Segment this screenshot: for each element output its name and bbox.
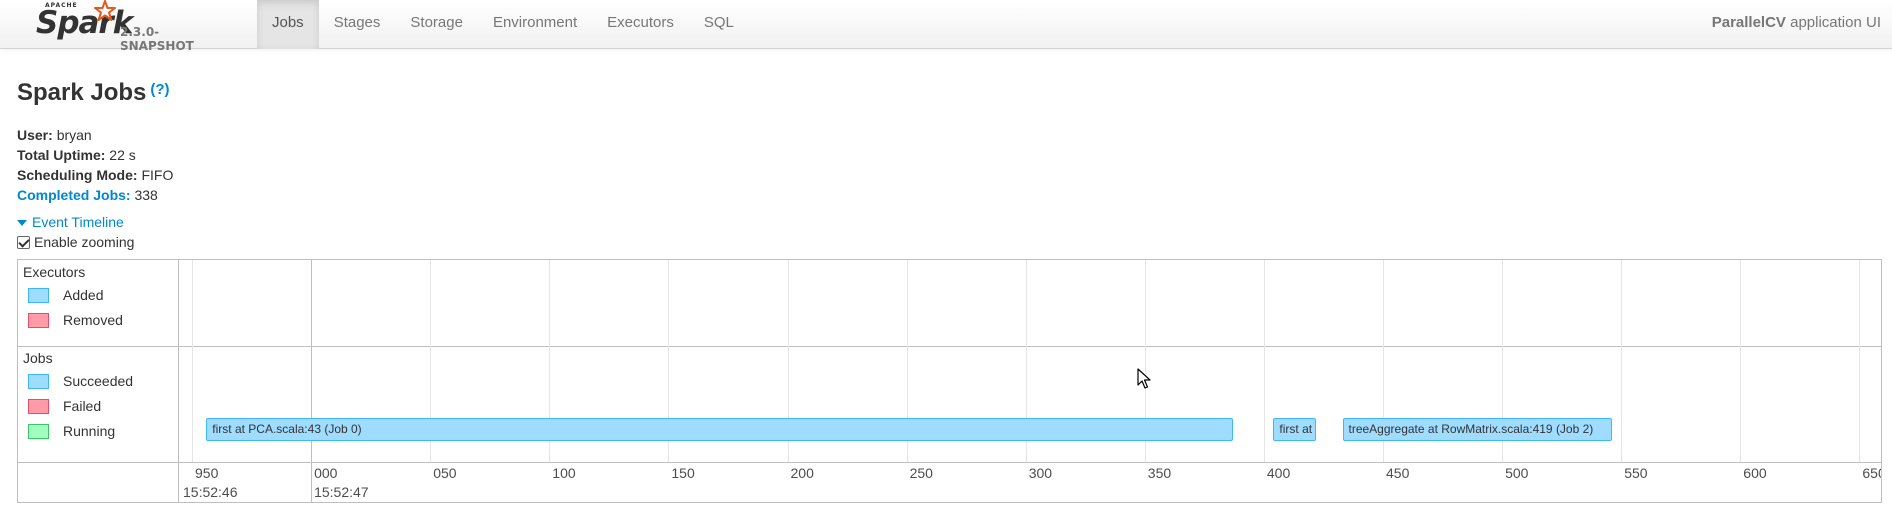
timeline-gridline <box>1263 260 1265 462</box>
timeline-gridline <box>1144 260 1146 462</box>
axis-tick-label: 100 <box>552 465 576 481</box>
tab-storage[interactable]: Storage <box>410 14 463 31</box>
spark-logo[interactable]: APACHE Spark 2.3.0-SNAPSHOT <box>36 0 226 53</box>
scheduling-row: Scheduling Mode: FIFO <box>17 165 173 185</box>
scheduling-label: Scheduling Mode: <box>17 167 138 183</box>
legend-failed-label: Failed <box>63 398 102 414</box>
axis-tick-label: 200 <box>790 465 814 481</box>
user-label: User: <box>17 127 53 143</box>
axis-tick-label: 500 <box>1505 465 1529 481</box>
mouse-cursor-icon <box>1137 368 1151 389</box>
timeline-gridline <box>430 260 432 462</box>
enable-zooming-label[interactable]: Enable zooming <box>34 234 135 250</box>
executors-group-label: Executors <box>23 264 86 280</box>
legend-failed-swatch <box>28 398 49 414</box>
job-bar-2[interactable]: treeAggregate at RowMatrix.scala:419 (Jo… <box>1342 418 1612 441</box>
job-summary: User: bryan Total Uptime: 22 s Schedulin… <box>17 125 173 205</box>
completed-row: Completed Jobs: 338 <box>17 185 173 205</box>
timeline-gridline <box>1025 260 1027 462</box>
app-title: ParallelCV application UI <box>1712 0 1881 46</box>
axis-tick-label: 450 <box>1386 465 1410 481</box>
timeline-gridline <box>787 260 789 462</box>
caret-down-icon <box>17 220 27 227</box>
scheduling-value: FIFO <box>141 167 174 183</box>
legend-succeeded: Succeeded <box>28 373 133 389</box>
enable-zooming-row: Enable zooming <box>17 234 134 250</box>
enable-zooming-checkbox[interactable] <box>17 235 30 249</box>
axis-tick-label: 600 <box>1743 465 1767 481</box>
user-row: User: bryan <box>17 125 173 145</box>
app-name: ParallelCV <box>1711 14 1786 31</box>
legend-added-label: Added <box>63 287 104 303</box>
legend-running: Running <box>28 423 115 439</box>
group-divider <box>18 346 1881 347</box>
legend-running-label: Running <box>63 423 116 439</box>
logo-apache-text: APACHE <box>45 2 78 9</box>
tab-sql[interactable]: SQL <box>703 14 734 31</box>
spark-star-icon <box>94 0 116 21</box>
app-suffix: application UI <box>1785 14 1881 31</box>
timeline-gridline <box>1740 260 1742 462</box>
timeline-gridline <box>1383 260 1384 462</box>
jobs-group-label: Jobs <box>23 350 53 366</box>
axis-tick-label: 150 <box>671 465 695 481</box>
event-timeline: Executors Added Removed Jobs Succeeded F… <box>17 259 1882 503</box>
timeline-gridline <box>1859 260 1861 462</box>
axis-tick-label: 550 <box>1624 465 1648 481</box>
event-timeline-toggle[interactable]: Event Timeline <box>17 214 124 230</box>
help-link[interactable]: (?) <box>150 81 170 98</box>
axis-tick-label: 250 <box>909 465 933 481</box>
timeline-gridline <box>1621 260 1623 462</box>
axis-major-label: 15:52:46 <box>183 484 238 500</box>
timeline-gridline <box>1502 260 1504 462</box>
legend-removed: Removed <box>28 312 123 328</box>
timeline-gridline <box>311 260 313 502</box>
legend-added: Added <box>28 287 103 303</box>
tab-stages[interactable]: Stages <box>333 14 381 31</box>
axis-tick-label: 300 <box>1028 465 1053 481</box>
legend-removed-swatch <box>28 312 49 328</box>
legend-running-swatch <box>28 423 49 439</box>
axis-tick-label: 950 <box>195 465 219 481</box>
event-timeline-label: Event Timeline <box>32 214 124 230</box>
logo-spark-text: Spark <box>36 5 133 41</box>
axis-tick-label: 350 <box>1147 465 1172 481</box>
nav-tabs: Jobs Stages Storage Environment Executor… <box>257 0 749 49</box>
timeline-gridline <box>906 260 908 462</box>
navbar: APACHE Spark 2.3.0-SNAPSHOT Jobs Stages … <box>0 0 1892 53</box>
job-bar-1[interactable]: first at <box>1273 418 1317 441</box>
completed-jobs-link[interactable]: Completed Jobs: <box>17 187 131 203</box>
axis-divider <box>18 462 1881 463</box>
axis-tick-label: 000 <box>314 465 338 481</box>
tab-environment[interactable]: Environment <box>492 14 578 31</box>
legend-removed-label: Removed <box>63 312 123 328</box>
uptime-row: Total Uptime: 22 s <box>17 145 173 165</box>
completed-value: 338 <box>134 187 158 203</box>
axis-tick-label: 650 <box>1862 465 1881 481</box>
spark-version: 2.3.0-SNAPSHOT <box>120 25 194 53</box>
user-value: bryan <box>56 127 92 143</box>
tab-executors[interactable]: Executors <box>607 14 674 31</box>
page-title-text: Spark Jobs <box>17 79 147 106</box>
uptime-value: 22 s <box>109 147 136 163</box>
tab-jobs[interactable]: Jobs <box>257 0 319 49</box>
page-title: Spark Jobs (?) <box>17 80 170 106</box>
legend-added-swatch <box>28 287 49 303</box>
timeline-gridline <box>549 260 551 462</box>
axis-tick-label: 050 <box>433 465 457 481</box>
timeline-center-panel[interactable]: 950 000 050 100 150 200 250 300 350 400 450 500 550 6… <box>180 260 1881 502</box>
legend-failed: Failed <box>28 398 101 414</box>
timeline-labelset: Executors Added Removed Jobs Succeeded F… <box>18 260 179 502</box>
axis-tick-label: 400 <box>1266 465 1291 481</box>
timeline-gridline <box>668 260 670 462</box>
legend-succeeded-label: Succeeded <box>63 373 134 389</box>
job-bar-0[interactable]: first at PCA.scala:43 (Job 0) <box>206 418 1233 441</box>
uptime-label: Total Uptime: <box>17 147 106 163</box>
axis-major-label: 15:52:47 <box>314 484 369 500</box>
legend-succeeded-swatch <box>28 373 49 389</box>
timeline-gridline <box>192 260 193 462</box>
